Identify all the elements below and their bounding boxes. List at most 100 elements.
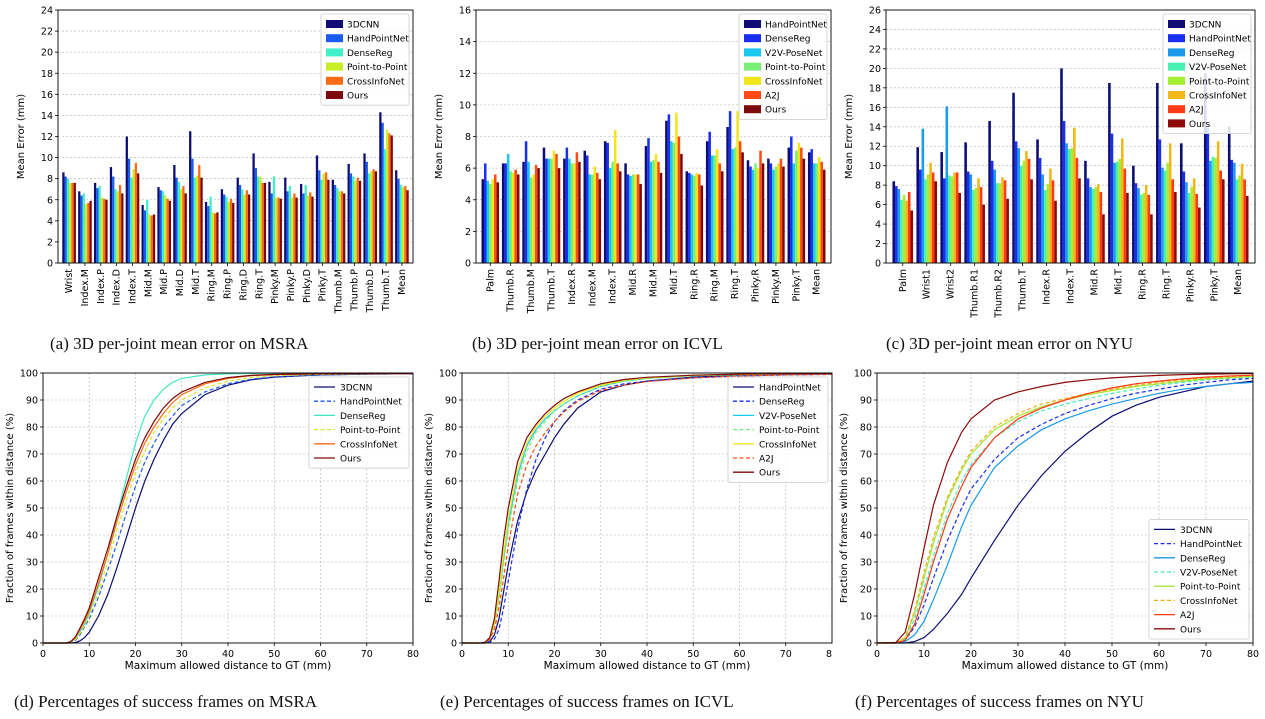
bar-crossinfonet [324,172,328,263]
x-tick-label: Index.D [112,269,123,306]
bar-point-to-point [631,174,635,263]
bar-crossinfonet [817,157,821,263]
bar-ours [390,135,393,263]
x-tick-label: Mid.T [191,269,202,295]
legend-label: Ours [765,106,786,116]
x-tick-label: 40 [641,649,653,660]
bar-ours [1245,195,1249,263]
bar-point-to-point [489,183,492,263]
bar-a2j [718,163,721,263]
bar-3dcnn [940,152,943,263]
bar-handpointnet [318,170,321,263]
bar-crossinfonet [552,150,556,263]
bar-point-to-point [774,166,778,263]
bar-v2v-posenet [792,163,796,263]
bar-densereg [1161,167,1164,263]
bar-a2j [1195,193,1199,263]
bar-3dcnn [395,170,398,263]
bar-crossinfonet [213,213,217,263]
y-tick-label: 2 [47,237,53,248]
bar-3dcnn [892,181,896,263]
bar-handpointnet [746,160,750,263]
caption-f: (f) Percentages of success frames on NYU [855,692,1144,711]
bar-ours [802,158,806,263]
bar-a2j [575,152,579,263]
bar-3dcnn [284,177,287,263]
bar-handpointnet [624,163,627,263]
y-tick-label: 50 [860,504,872,515]
bar-crossinfonet [404,186,407,263]
bar-densereg [66,178,70,263]
x-tick-label: Mid.M [649,269,660,297]
bar-ours [741,152,744,263]
bar-crossinfonet [71,182,74,263]
legend-swatch [326,91,343,99]
bar-handpointnet [191,158,194,263]
bar-densereg [336,188,339,263]
bar-handpointnet [207,206,210,263]
bar-crossinfonet [1073,127,1076,263]
bar-3dcnn [964,142,967,263]
bar-handpointnet [501,163,505,263]
line-ours [43,372,413,644]
bar-point-to-point [733,147,737,263]
bar-a2j [1147,194,1151,263]
bar-handpointnet [270,193,273,263]
legend: HandPointNet DenseReg V2V-PoseNet Point-to-… [738,13,828,120]
x-tick-label: Ring.T [254,269,265,299]
bar-ours [168,200,171,263]
x-tick-label: Pinky.R [1185,269,1196,303]
bar-crossinfonet [675,112,678,263]
bar-ours [200,177,203,263]
bar-crossinfonet [103,198,106,263]
bar-handpointnet [726,127,729,263]
bar-point-to-point [195,175,199,263]
bar-point-to-point [148,214,151,263]
bar-ours [247,194,251,263]
x-tick-label: 30 [1012,649,1024,660]
bar-handpointnet [302,193,305,263]
caption-a: (a) 3D per-joint mean error on MSRA [50,334,309,353]
x-tick-label: Thumb.R2 [994,269,1005,319]
bar-ours [659,172,663,263]
bar-densereg [945,106,949,263]
bar-v2v-posenet [690,174,694,263]
legend-label: 3DCNN [1180,526,1212,536]
bar-ours [105,199,108,263]
x-tick-label: Thumb.D [365,269,376,313]
bar-a2j [931,172,935,263]
bar-densereg [320,179,323,263]
bar-ours [216,212,219,263]
bar-crossinfonet [1097,184,1100,263]
bar-crossinfonet [134,162,138,263]
y-tick-label: 10 [445,612,457,623]
bar-handpointnet [1110,133,1114,263]
legend-label: Point-to-Point [765,63,826,73]
bar-v2v-posenet [1020,165,1023,263]
bar-point-to-point [652,160,655,263]
bar-crossinfonet [1144,185,1148,263]
y-tick-label: 26 [869,6,881,17]
y-tick-label: 100 [854,369,872,380]
y-tick-label: 40 [26,531,38,542]
bar-densereg [225,196,228,263]
legend-label: V2V-PoseNet [1189,63,1247,73]
bar-handpointnet [112,176,115,263]
bar-point-to-point [1142,192,1145,263]
bar-a2j [1219,170,1222,263]
bar-point-to-point [401,187,405,263]
legend-label: DenseReg [1180,554,1226,564]
legend-label: 3DCNN [347,21,379,31]
y-tick-label: 30 [860,558,872,569]
bar-v2v-posenet [996,183,999,263]
bar-densereg [969,174,973,263]
bar-3dcnn [1180,143,1183,263]
bar-densereg [399,184,402,263]
line-ours [462,372,833,644]
bar-crossinfonet [1049,168,1052,263]
bar-a2j [1171,179,1175,263]
bar-densereg [193,177,196,263]
y-tick-label: 10 [860,612,872,623]
legend-label: HandPointNet [340,398,402,408]
